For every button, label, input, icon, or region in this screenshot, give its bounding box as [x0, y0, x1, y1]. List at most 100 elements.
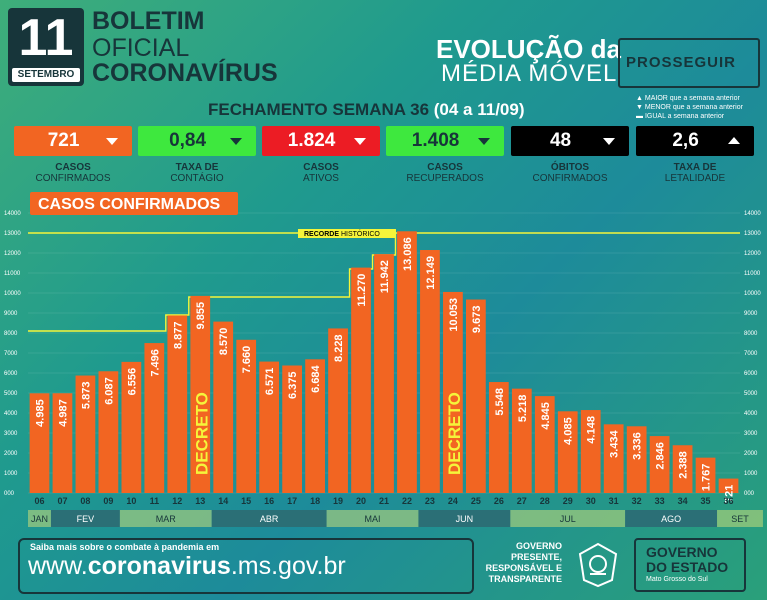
bar-value-label: 4.148: [586, 416, 598, 444]
y-tick-label: 12000: [4, 251, 21, 257]
month-bar: SETEMBRO: [12, 68, 80, 82]
y-tick-label-right: 6000: [744, 371, 758, 377]
x-tick-label: 24: [448, 496, 458, 506]
month-label: MAR: [156, 514, 177, 524]
bar-value-label: 7.660: [241, 346, 253, 374]
y-tick-label: 1000: [4, 471, 18, 477]
week-label: FECHAMENTO SEMANA 36: [208, 100, 430, 119]
chart-title-badge: [30, 192, 238, 215]
indicator-label: CASOS CONFIRMADOS: [35, 162, 111, 184]
indicator-label: ÓBITOS CONFIRMADOS: [532, 162, 608, 184]
x-tick-label: 17: [287, 496, 297, 506]
y-tick-label: 13000: [4, 231, 21, 237]
bar-value-label: 8.570: [218, 328, 230, 356]
website-link[interactable]: www.coronavirus.ms.gov.br: [28, 552, 346, 580]
arrow-down-icon: [603, 138, 615, 145]
month-label: SET: [731, 514, 749, 524]
bar-26: [488, 382, 509, 493]
chart-title: CASOS CONFIRMADOS: [38, 196, 221, 213]
bar-value-label: 6.684: [310, 364, 322, 392]
indicator-label: TAXA DE LETALIDADE: [664, 162, 726, 184]
bar-10: [121, 361, 142, 493]
bulletin-subtitle: OFICIAL: [92, 34, 190, 62]
bar-value-label: 5.218: [517, 395, 529, 423]
x-tick-label: 22: [402, 496, 412, 506]
bar-value-label: 721: [724, 485, 736, 503]
y-tick-label-right: 13000: [744, 231, 761, 237]
x-tick-label: 06: [34, 496, 44, 506]
y-tick-label-right: 12000: [744, 251, 761, 257]
indicator-label: CASOS ATIVOS: [303, 162, 339, 184]
bar-value-label: 11.942: [379, 260, 391, 293]
bar-value-label: 10.053: [448, 298, 460, 332]
x-tick-label: 13: [195, 496, 205, 506]
bar-value-label: 1.767: [701, 464, 713, 492]
x-tick-label: 36: [724, 496, 734, 506]
y-tick-label: 2000: [4, 451, 18, 457]
bar-08: [75, 375, 96, 493]
y-tick-label: 11000: [4, 271, 21, 277]
month-label: AGO: [661, 514, 681, 524]
x-tick-label: 25: [471, 496, 481, 506]
y-tick-label: 4000: [4, 411, 18, 417]
month-label: MAI: [365, 514, 381, 524]
indicator-box: 1.824: [262, 126, 380, 156]
evolution-subtitle: MÉDIA MÓVEL: [441, 60, 618, 87]
bar-20: [351, 267, 371, 493]
state-seal-icon: [578, 542, 618, 588]
bar-value-label: 3.434: [609, 429, 621, 457]
y-tick-label: 3000: [4, 431, 18, 437]
bar-value-label: 9.855: [195, 302, 207, 330]
bar-value-label: 11.270: [356, 274, 368, 307]
month-band: [211, 510, 327, 527]
x-tick-label: 33: [655, 496, 665, 506]
cases-chart: 000 000 1000 1000 2000 2000 3000 3000 4000 4000 50…: [4, 192, 763, 527]
bar-23: [420, 250, 440, 493]
y-tick-label: 14000: [4, 211, 21, 217]
prosseguir-text: PROSSEGUIR: [626, 54, 737, 71]
month-band: [326, 510, 419, 527]
y-tick-label-right: 8000: [744, 331, 758, 337]
indicator-value: 2,6: [672, 130, 699, 151]
arrow-down-icon: [106, 138, 118, 145]
x-tick-label: 10: [126, 496, 136, 506]
x-tick-label: 11: [150, 496, 160, 506]
date-box: 11 SETEMBRO: [8, 8, 84, 86]
y-tick-label-right: 5000: [744, 391, 758, 397]
record-step-line: [28, 233, 397, 332]
indicator-value: 721: [47, 130, 80, 151]
bar-22: [397, 231, 417, 493]
month-band: [510, 510, 626, 527]
month-label: SETEMBRO: [17, 69, 75, 80]
state-government-logo: GOVERNO DO ESTADO Mato Grosso do Sul: [634, 538, 746, 592]
bar-34: [672, 445, 693, 493]
indicator-box: 721: [14, 126, 132, 156]
bulletin-title: BOLETIM: [92, 7, 205, 35]
bar-30: [580, 410, 601, 493]
bar-value-label: 8.877: [172, 321, 184, 349]
indicator-label: TAXA DE CONTÁGIO: [170, 162, 224, 184]
bar-value-label: 9.673: [471, 306, 483, 334]
prosseguir-logo: PROSSEGUIR: [618, 38, 760, 88]
bar-36: [718, 478, 739, 493]
x-tick-label: 32: [632, 496, 642, 506]
y-tick-label: 5000: [4, 391, 18, 397]
x-tick-label: 18: [310, 496, 320, 506]
bar-value-label: 5.873: [80, 382, 92, 410]
y-tick-label: 8000: [4, 331, 18, 337]
bar-14: [213, 321, 234, 493]
bar-value-label: 7.496: [149, 349, 161, 377]
decreto-label: DECRETO: [445, 392, 464, 475]
month-label: JUL: [560, 514, 576, 524]
bar-value-label: 8.228: [333, 334, 345, 362]
y-tick-label: 000: [4, 491, 15, 497]
arrow-down-icon: [478, 138, 490, 145]
x-tick-label: 14: [218, 496, 228, 506]
government-motto: GOVERNO PRESENTE, RESPONSÁVEL E TRANSPARENT…: [485, 541, 562, 584]
day-number: 11: [18, 9, 74, 67]
x-tick-label: 29: [563, 496, 573, 506]
y-tick-label-right: 11000: [744, 271, 761, 277]
indicator-value: 1.408: [411, 130, 460, 151]
indicator-box: 1.408: [386, 126, 504, 156]
x-tick-label: 20: [356, 496, 366, 506]
